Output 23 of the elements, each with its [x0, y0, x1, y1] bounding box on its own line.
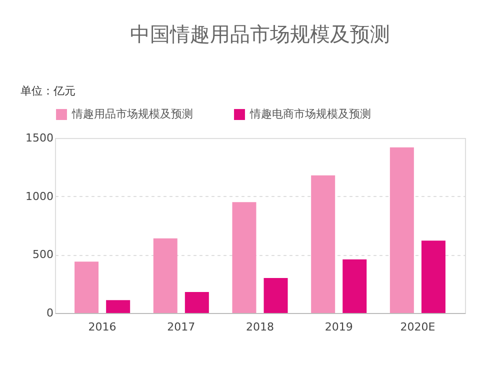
bar — [74, 262, 99, 313]
y-tick-label: 1500 — [26, 132, 54, 144]
bar — [106, 300, 130, 313]
legend-label: 情趣用品市场规模及预测 — [71, 108, 193, 121]
bar — [153, 238, 178, 313]
legend-label: 情趣电商市场规模及预测 — [249, 108, 371, 121]
bar — [390, 147, 414, 313]
bar — [232, 202, 256, 313]
x-tick-label: 2020E — [400, 320, 436, 334]
bar — [264, 278, 288, 313]
x-tick-label: 2018 — [246, 320, 274, 334]
bar — [311, 175, 336, 313]
y-tick-label: 1000 — [26, 190, 54, 203]
bar — [421, 240, 446, 313]
x-tick-label: 2017 — [167, 320, 196, 334]
y-tick-label: 500 — [32, 248, 54, 262]
bar — [184, 292, 209, 313]
x-tick-label: 2016 — [88, 320, 116, 334]
bar — [342, 259, 367, 313]
x-tick-label: 2019 — [324, 320, 353, 334]
y-axis-title: 单位：亿元 — [20, 84, 76, 98]
chart-title: 中国情趣用品市场规模及预测 — [130, 22, 390, 46]
y-tick-label: 0 — [46, 306, 54, 320]
